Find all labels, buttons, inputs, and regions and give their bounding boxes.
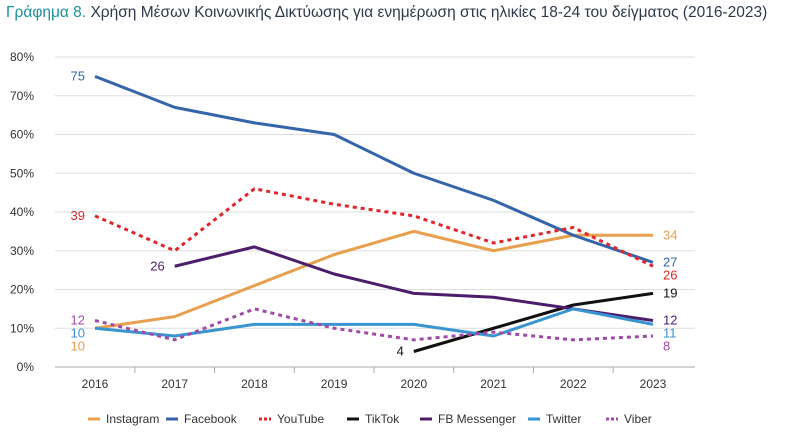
data-label: 19 xyxy=(663,285,677,300)
data-label: 8 xyxy=(663,339,670,354)
chart-number: Γράφημα 8. xyxy=(6,4,87,21)
x-tick-label: 2017 xyxy=(161,377,188,391)
data-label: 12 xyxy=(71,313,85,328)
x-tick-label: 2021 xyxy=(480,377,507,391)
x-tick-label: 2018 xyxy=(241,377,268,391)
y-tick-label: 80% xyxy=(10,50,34,64)
y-tick-label: 50% xyxy=(10,166,34,180)
data-label: 11 xyxy=(663,326,677,341)
data-label: 39 xyxy=(71,208,85,223)
series-line-facebook xyxy=(94,74,654,264)
y-tick-label: 30% xyxy=(10,244,34,258)
legend-label: Instagram xyxy=(106,412,159,426)
series-line-twitter xyxy=(94,307,654,338)
data-label: 27 xyxy=(663,254,677,269)
legend-label: YouTube xyxy=(277,412,324,426)
x-tick-label: 2022 xyxy=(560,377,587,391)
data-label: 10 xyxy=(71,339,85,354)
data-label: 4 xyxy=(397,344,404,359)
series-line-youtube xyxy=(94,187,654,268)
y-tick-label: 60% xyxy=(10,128,34,142)
x-tick-label: 2023 xyxy=(640,377,667,391)
series-line-viber xyxy=(94,307,654,342)
chart-title-text: Χρήση Μέσων Κοινωνικής Δικτύωσης για ενη… xyxy=(90,4,768,21)
data-label: 12 xyxy=(663,313,677,328)
x-tick-label: 2019 xyxy=(321,377,348,391)
y-tick-label: 20% xyxy=(10,283,34,297)
y-tick-label: 10% xyxy=(10,321,34,335)
legend-label: TikTok xyxy=(365,412,400,426)
legend-label: Facebook xyxy=(184,412,238,426)
data-label: 75 xyxy=(71,68,85,83)
x-tick-label: 2016 xyxy=(82,377,109,391)
data-label: 10 xyxy=(71,326,85,341)
x-tick-label: 2020 xyxy=(401,377,428,391)
data-label: 34 xyxy=(663,227,677,242)
legend-label: Twitter xyxy=(546,412,581,426)
data-label: 26 xyxy=(663,267,677,282)
data-label: 26 xyxy=(150,258,164,273)
y-tick-label: 40% xyxy=(10,205,34,219)
legend-label: Viber xyxy=(624,412,652,426)
chart-title: Γράφημα 8. Χρήση Μέσων Κοινωνικής Δικτύω… xyxy=(6,4,767,22)
series-line-instagram xyxy=(94,229,653,330)
y-tick-label: 0% xyxy=(17,360,35,374)
y-tick-label: 70% xyxy=(10,89,34,103)
series-line-tiktok xyxy=(413,291,654,353)
legend-label: FB Messenger xyxy=(438,412,516,426)
